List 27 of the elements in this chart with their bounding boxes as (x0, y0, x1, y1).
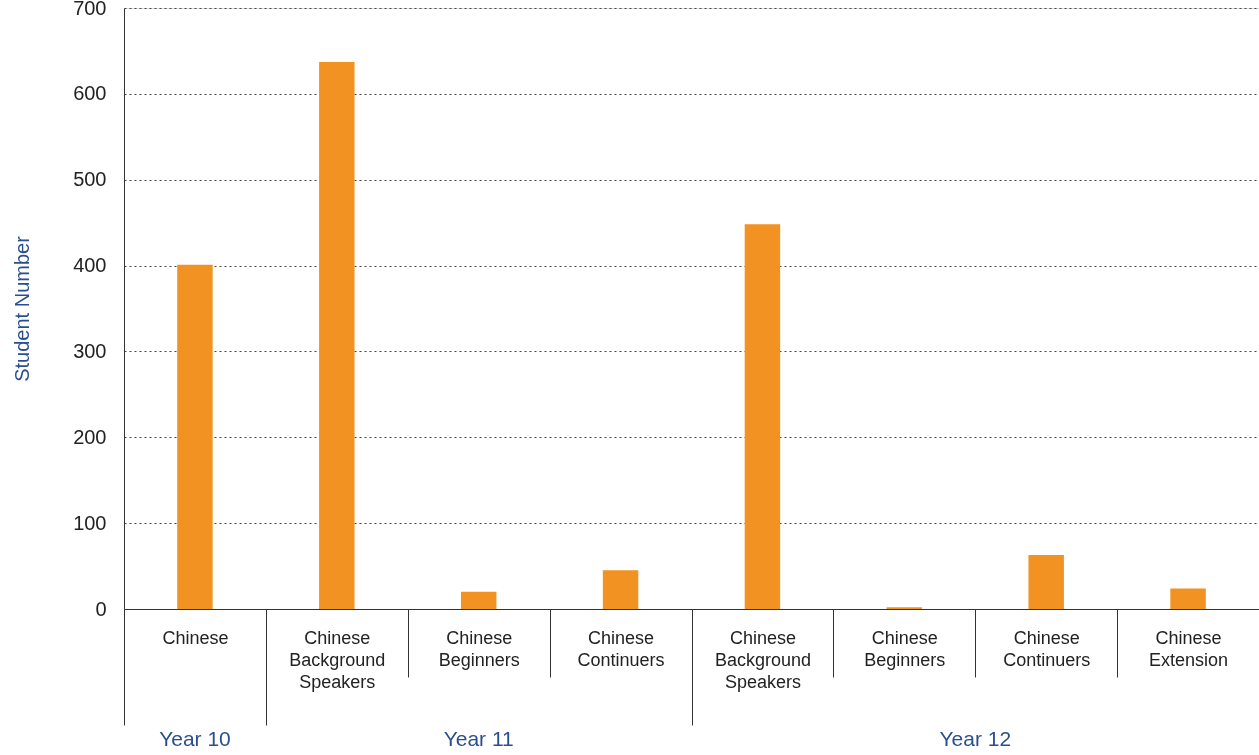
text: Year 10 (159, 727, 231, 750)
bar (319, 62, 355, 609)
x-tick-label: Chinese Background Speakers (714, 627, 811, 692)
x-tick-label: Chinese Continuers (1003, 627, 1091, 670)
x-tick-label: Chinese Continuers (577, 627, 665, 670)
y-tick-label: 400 (73, 254, 107, 277)
x-tick-label: Chinese Beginners (438, 627, 520, 670)
bar (460, 591, 497, 609)
x-tick-label: Chinese Beginners (864, 627, 946, 670)
y-axis-title: Student Number (11, 235, 34, 382)
y-tick-label: 200 (73, 425, 107, 448)
bar (1170, 588, 1206, 609)
text: Year 12 (939, 727, 1012, 750)
y-tick-label: 0 (95, 597, 107, 620)
y-tick-label: 100 (73, 511, 107, 534)
x-tick-label: Chinese (162, 627, 229, 648)
x-tick-label: Chinese Extension (1149, 627, 1229, 670)
y-tick-label: 600 (73, 82, 107, 105)
y-tick-label: 300 (73, 339, 107, 362)
y-tick-label: 500 (73, 168, 107, 191)
bar (177, 264, 213, 609)
x-tick-label: Chinese Background Speakers (289, 627, 386, 692)
y-tick-label: 700 (73, 0, 107, 19)
bar (744, 224, 781, 609)
bar (602, 570, 639, 609)
bar (1028, 554, 1064, 609)
text: Year 11 (443, 727, 514, 750)
